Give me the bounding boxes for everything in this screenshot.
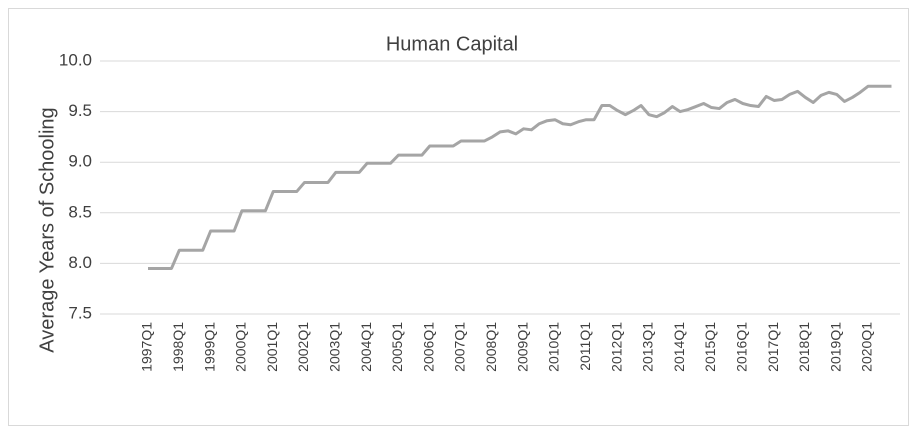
x-tick-label: 2006Q1 — [420, 322, 436, 372]
x-tick-label: 2015Q1 — [702, 322, 718, 372]
x-tick-label: 2014Q1 — [671, 322, 687, 372]
y-axis-label: Average Years of Schooling — [36, 107, 58, 352]
x-tick-label: 1999Q1 — [201, 322, 217, 372]
x-tick-label: 2018Q1 — [796, 322, 812, 372]
chart-border — [8, 8, 909, 426]
x-tick-label: 1997Q1 — [139, 322, 155, 372]
x-tick-label: 2004Q1 — [358, 322, 374, 372]
y-tick-label: 9.0 — [68, 152, 92, 171]
x-tick-label: 1998Q1 — [170, 322, 186, 372]
x-tick-label: 2011Q1 — [577, 322, 593, 371]
x-tick-label: 2010Q1 — [546, 322, 562, 372]
x-tick-label: 2012Q1 — [608, 322, 624, 372]
y-tick-label: 10.0 — [59, 50, 92, 69]
x-tick-label: 2017Q1 — [765, 322, 781, 372]
x-tick-label: 2008Q1 — [483, 322, 499, 372]
x-tick-label: 2019Q1 — [827, 322, 843, 372]
x-tick-label: 2020Q1 — [859, 322, 875, 372]
x-tick-label: 2009Q1 — [514, 322, 530, 372]
y-tick-label: 8.5 — [68, 202, 92, 221]
x-tick-label: 2003Q1 — [327, 322, 343, 372]
chart-title: Human Capital — [386, 33, 518, 55]
y-tick-label: 7.5 — [68, 303, 92, 322]
y-tick-label: 9.5 — [68, 101, 92, 120]
x-tick-label: 2000Q1 — [233, 322, 249, 372]
x-tick-label: 2005Q1 — [389, 322, 405, 372]
x-tick-label: 2001Q1 — [264, 322, 280, 372]
y-tick-label: 8.0 — [68, 253, 92, 272]
x-tick-label: 2016Q1 — [733, 322, 749, 372]
x-tick-label: 2013Q1 — [640, 322, 656, 372]
x-tick-label: 2002Q1 — [295, 322, 311, 372]
x-tick-label: 2007Q1 — [452, 322, 468, 372]
data-line — [148, 84, 892, 270]
